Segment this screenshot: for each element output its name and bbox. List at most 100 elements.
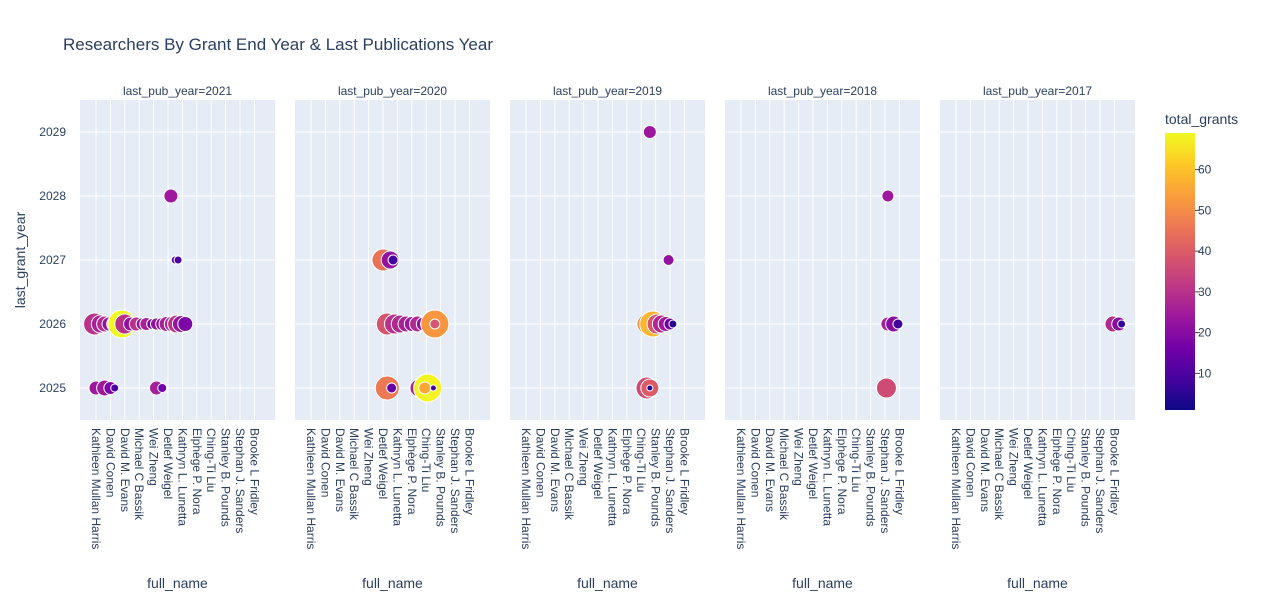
x-axis-title: full_name <box>147 575 208 591</box>
facet-panel: last_pub_year=2019 Kathleen Mullan Harris… <box>510 84 705 591</box>
x-tick-label: Stephan J. Sanders <box>233 428 247 533</box>
x-tick-label: Stanley B. Pounds <box>864 428 878 527</box>
x-tick-label: Elphège P. Nora <box>1050 428 1064 515</box>
x-axis-title: full_name <box>362 575 423 591</box>
x-tick-label: Brooke L Fridley <box>677 428 691 515</box>
x-tick-label: David Conen <box>533 428 547 497</box>
x-tick-label: David Conen <box>318 428 332 497</box>
colorbar-tick-label: 40 <box>1198 244 1212 258</box>
data-point <box>646 384 654 392</box>
data-point <box>173 255 183 265</box>
colorbar-tick-label: 20 <box>1198 326 1212 340</box>
x-tick-label: Kathleen Mullan Harris <box>734 428 748 549</box>
x-tick-label: Ching-Ti Liu <box>849 428 863 492</box>
x-tick-label: Wei Zheng <box>362 428 376 486</box>
x-tick-label: Kathryn L. Lunetta <box>175 428 189 526</box>
x-tick-label: Michael C Bassik <box>562 428 576 521</box>
x-tick-label: Detlef Weigel <box>806 428 820 499</box>
x-tick-label: Kathleen Mullan Harris <box>304 428 318 549</box>
x-tick-label: Wei Zheng <box>1007 428 1021 486</box>
facet-label: last_pub_year=2019 <box>553 84 662 98</box>
data-point <box>387 254 399 266</box>
x-tick-label: Wei Zheng <box>792 428 806 486</box>
x-tick-label: Michael C Bassik <box>992 428 1006 521</box>
x-tick-label: Elphège P. Nora <box>620 428 634 515</box>
facet-panel: last_pub_year=2018 Kathleen Mullan Harris… <box>725 84 920 591</box>
colorbar-tick-label: 10 <box>1198 366 1212 380</box>
x-tick-label: Brooke L Fridley <box>1107 428 1121 515</box>
data-point <box>157 383 168 393</box>
x-tick-label: Wei Zheng <box>147 428 161 486</box>
x-tick-label: Kathryn L. Lunetta <box>605 428 619 526</box>
colorbar-tick-label: 50 <box>1198 203 1212 217</box>
x-tick-label: Ching-Ti Liu <box>1064 428 1078 492</box>
x-tick-label: Detlef Weigel <box>161 428 175 499</box>
data-point <box>642 125 657 139</box>
x-tick-label: Brooke L Fridley <box>462 428 476 515</box>
x-tick-label: Stephan J. Sanders <box>448 428 462 533</box>
facet-label: last_pub_year=2017 <box>983 84 1092 98</box>
x-tick-label: Stanley B. Pounds <box>434 428 448 527</box>
colorbar-ticks: 10 20 30 40 50 60 <box>1195 163 1212 380</box>
facet-label: last_pub_year=2018 <box>768 84 877 98</box>
x-tick-label: David M. Evans <box>978 428 992 512</box>
x-tick-label: Kathryn L. Lunetta <box>1035 428 1049 526</box>
data-point <box>668 319 678 329</box>
x-tick-label: David Conen <box>103 428 117 497</box>
x-tick-label: Kathleen Mullan Harris <box>89 428 103 549</box>
facet-label: last_pub_year=2021 <box>123 84 232 98</box>
y-tick-label: 2029 <box>39 125 66 139</box>
y-tick-label: 2028 <box>39 189 66 203</box>
x-tick-label: Michael C Bassik <box>777 428 791 521</box>
x-tick-label: Stanley B. Pounds <box>219 428 233 527</box>
y-tick-label: 2026 <box>39 317 66 331</box>
data-point <box>418 381 432 395</box>
data-point <box>875 377 897 399</box>
colorbar-tick-label: 30 <box>1198 285 1212 299</box>
facet-label: last_pub_year=2020 <box>338 84 447 98</box>
y-tick-label: 2025 <box>39 381 66 395</box>
facet-panels: last_pub_year=2021 Kathleen Mullan Harris… <box>39 84 1135 591</box>
colorbar-title: total_grants <box>1165 111 1238 127</box>
y-axis-title: last_grant_year <box>12 211 28 308</box>
data-point <box>386 382 398 394</box>
x-tick-label: Stephan J. Sanders <box>663 428 677 533</box>
chart-title: Researchers By Grant End Year & Last Pub… <box>63 35 493 54</box>
x-axis-title: full_name <box>577 575 638 591</box>
facet-panel: last_pub_year=2017 Kathleen Mullan Harris… <box>940 84 1135 591</box>
data-point <box>429 318 441 330</box>
x-tick-label: David M. Evans <box>548 428 562 512</box>
x-tick-label: David M. Evans <box>333 428 347 512</box>
x-tick-label: Kathryn L. Lunetta <box>390 428 404 526</box>
data-point <box>110 383 120 393</box>
x-tick-label: David Conen <box>963 428 977 497</box>
x-tick-label: Stanley B. Pounds <box>649 428 663 527</box>
x-tick-label: Stephan J. Sanders <box>1093 428 1107 533</box>
colorbar: total_grants 10 20 30 40 50 60 <box>1165 111 1238 410</box>
x-tick-label: Detlef Weigel <box>1021 428 1035 499</box>
x-tick-label: Stanley B. Pounds <box>1079 428 1093 527</box>
x-axis-title: full_name <box>1007 575 1068 591</box>
x-tick-label: Michael C Bassik <box>347 428 361 521</box>
y-tick-label: 2027 <box>39 253 66 267</box>
facet-panel: last_pub_year=2020 Kathleen Mullan Harris… <box>295 84 490 591</box>
x-tick-label: Stephan J. Sanders <box>878 428 892 533</box>
data-point <box>881 189 895 203</box>
x-tick-label: Elphège P. Nora <box>190 428 204 515</box>
data-point <box>163 188 179 204</box>
x-tick-label: Brooke L Fridley <box>892 428 906 515</box>
x-tick-label: David M. Evans <box>118 428 132 512</box>
x-tick-label: Ching-Ti Liu <box>634 428 648 492</box>
x-tick-label: Elphège P. Nora <box>405 428 419 515</box>
x-tick-label: Michael C Bassik <box>132 428 146 521</box>
data-point <box>892 318 904 330</box>
facet-panel: last_pub_year=2021 Kathleen Mullan Harris… <box>80 84 275 591</box>
x-tick-label: Detlef Weigel <box>591 428 605 499</box>
x-axis-title: full_name <box>792 575 853 591</box>
x-tick-label: Kathleen Mullan Harris <box>519 428 533 549</box>
data-point <box>429 384 437 392</box>
colorbar-tick-label: 60 <box>1198 163 1212 177</box>
x-tick-label: Wei Zheng <box>577 428 591 486</box>
